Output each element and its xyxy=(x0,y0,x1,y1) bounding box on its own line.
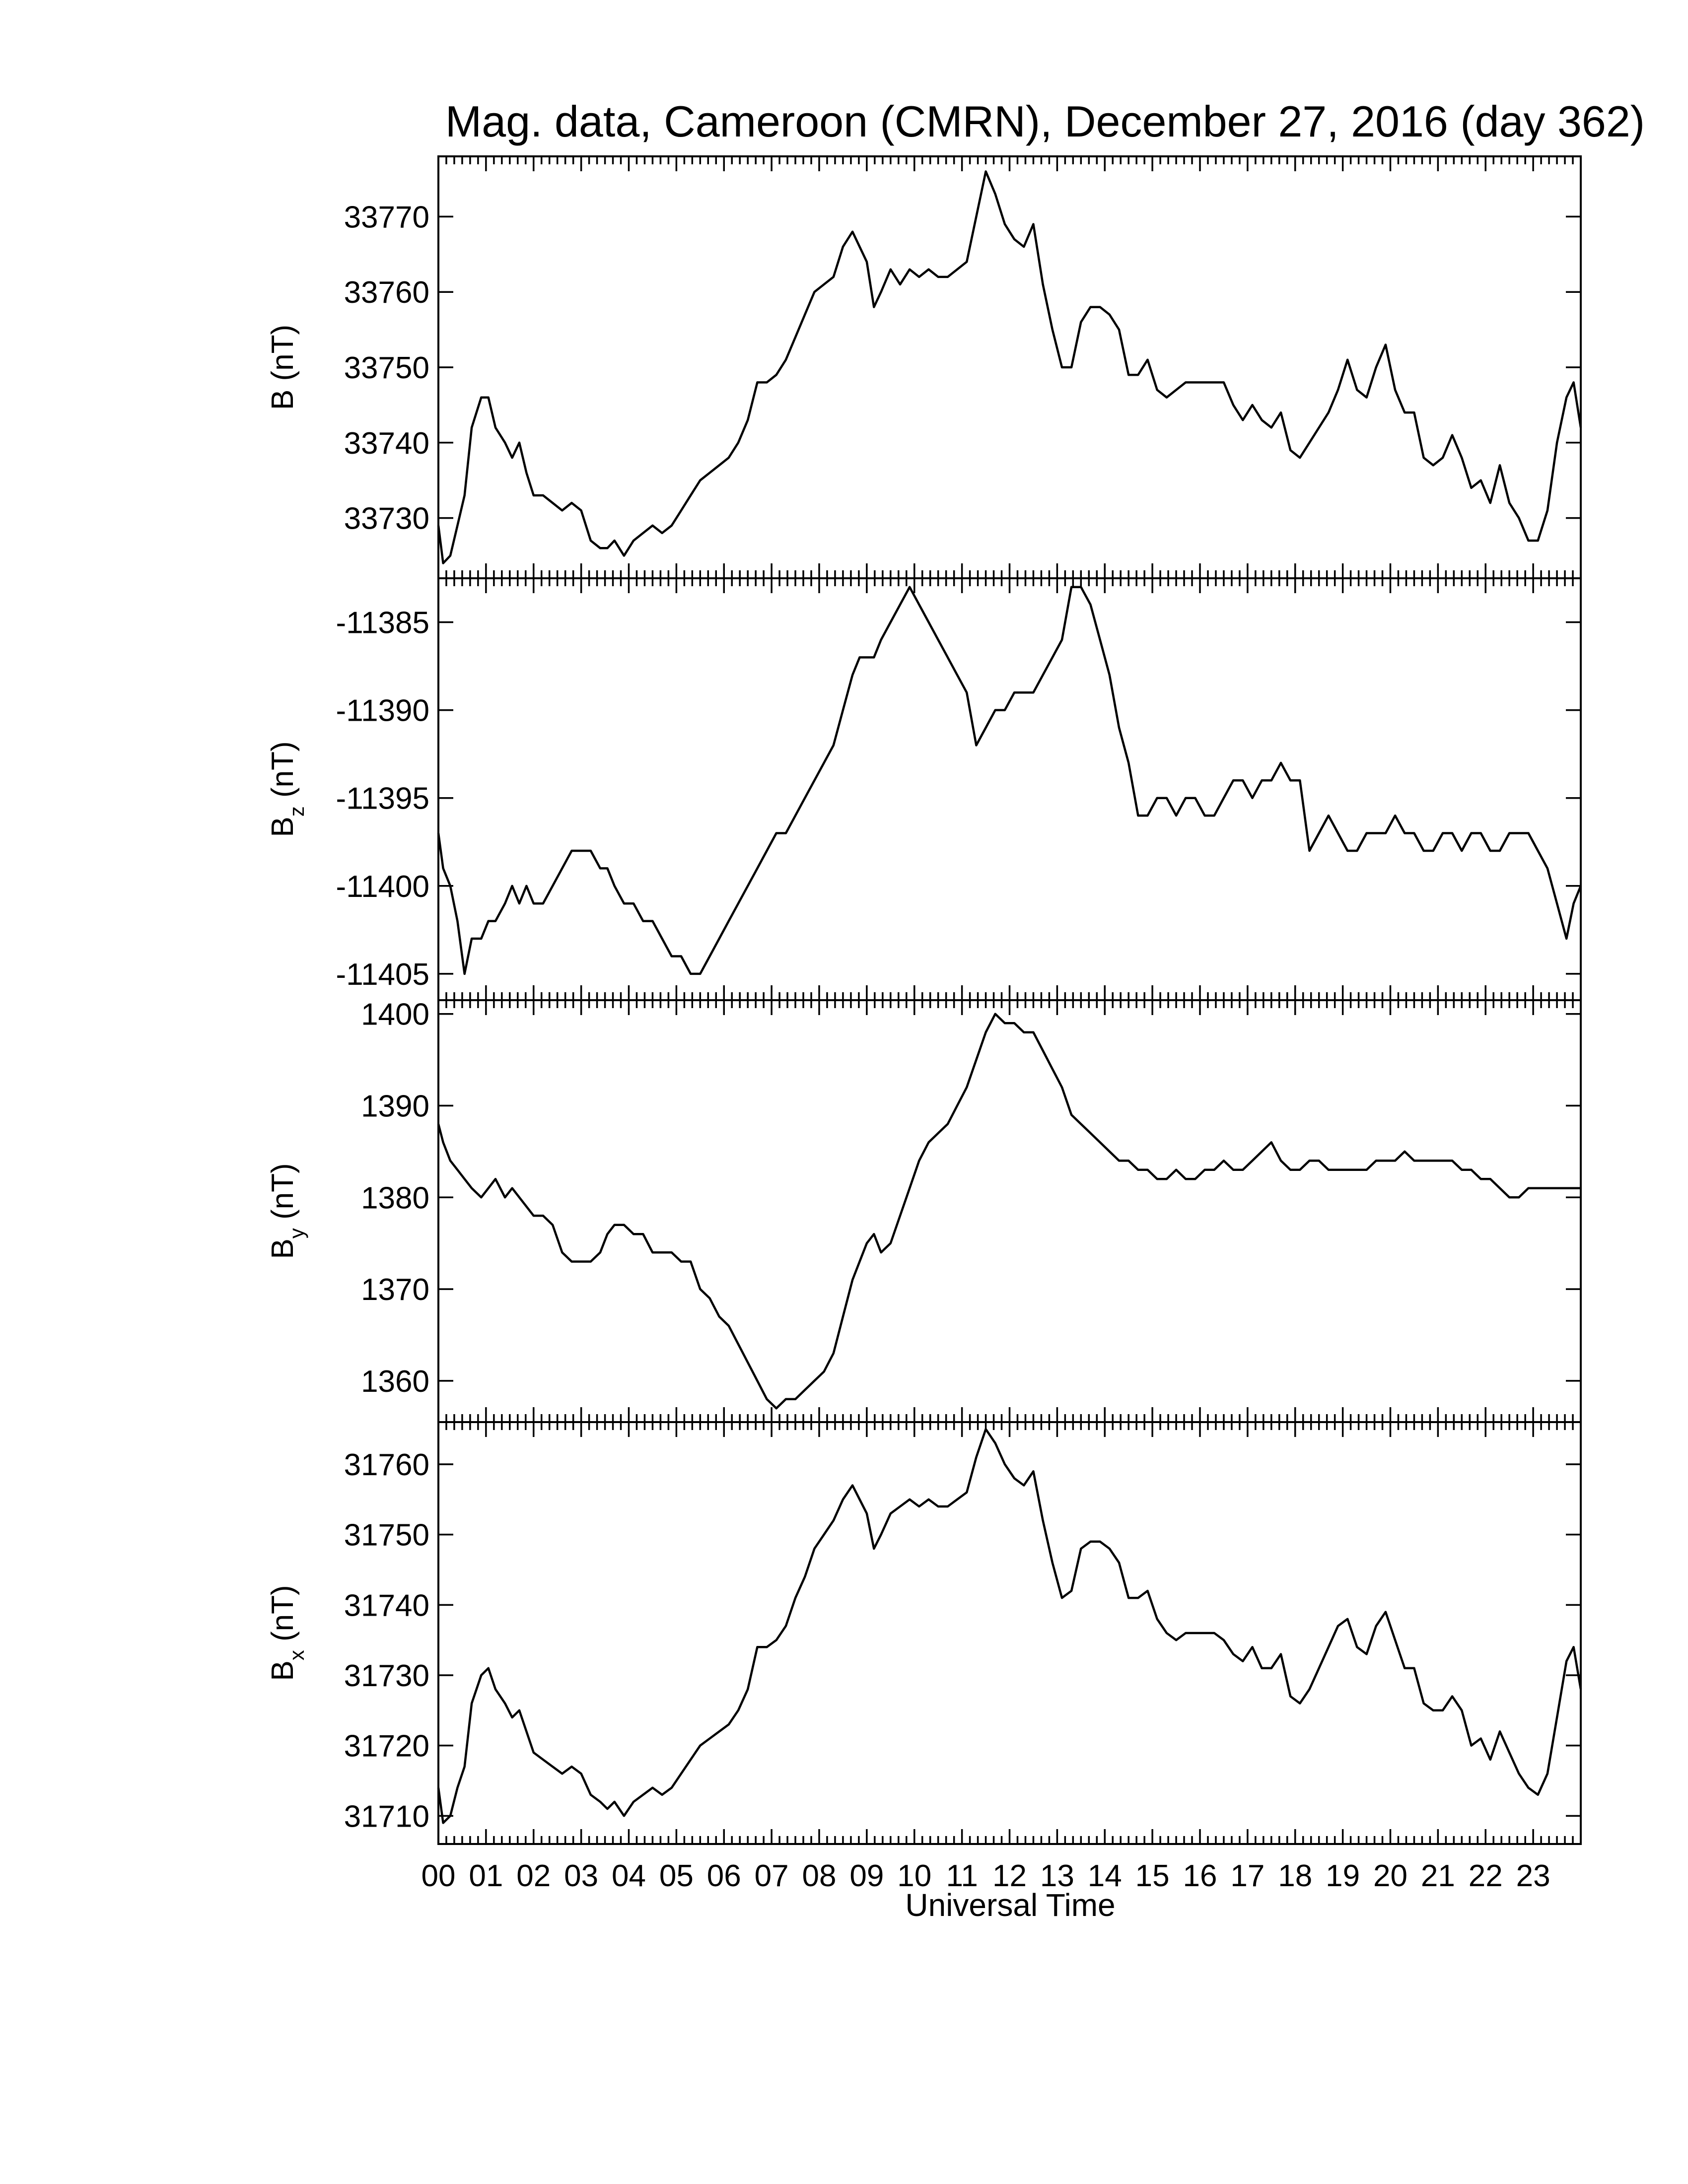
x-tick-label: 02 xyxy=(516,1859,551,1893)
panel-Bx: 31710 31720 31730 31740 31750 31760 Bx (nT) xyxy=(266,1421,1582,1845)
x-tick-label: 09 xyxy=(849,1859,884,1893)
x-tick-label: 16 xyxy=(1183,1859,1217,1893)
y-tick-label: 1400 xyxy=(361,998,429,1032)
y-tick-label: 31710 xyxy=(344,1799,429,1834)
panel-frame xyxy=(437,1421,1582,1845)
x-tick-label: 17 xyxy=(1230,1859,1265,1893)
panel-By: 1360 1370 1380 1390 1400 By (nT) xyxy=(266,998,1582,1423)
x-tick-labels: 00 01 02 03 04 05 06 07 08 09 10 11 12 13 14 15 16 17 18 19… xyxy=(422,1859,1550,1893)
x-tick-label: 11 xyxy=(946,1859,978,1893)
panel-frame xyxy=(437,999,1582,1423)
panel-frame xyxy=(437,577,1582,1001)
x-tick-label: 15 xyxy=(1135,1859,1170,1893)
y-tick-label: 33740 xyxy=(344,426,429,461)
panel-frame xyxy=(437,155,1582,579)
series-line-By xyxy=(437,1013,1581,1410)
y-tick-label: 31740 xyxy=(344,1588,429,1623)
y-tick-label: -11385 xyxy=(336,606,429,640)
x-tick-label: 07 xyxy=(755,1859,789,1893)
x-tick-label: 06 xyxy=(707,1859,741,1893)
y-tick-label: 33760 xyxy=(344,275,429,310)
y-tick-label: 1380 xyxy=(361,1181,429,1215)
x-tick-label: 14 xyxy=(1088,1859,1122,1893)
y-axis-label: B (nT) xyxy=(266,325,300,410)
y-tick-label: 1360 xyxy=(361,1365,429,1399)
y-tick-label: 31720 xyxy=(344,1729,429,1764)
x-tick-label: 12 xyxy=(992,1859,1027,1893)
y-axis-label: Bx (nT) xyxy=(266,1585,308,1681)
y-tick-label: 1370 xyxy=(361,1273,429,1307)
x-tick-label: 21 xyxy=(1421,1859,1455,1893)
x-tick-label: 01 xyxy=(469,1859,503,1893)
x-tick-label: 19 xyxy=(1326,1859,1360,1893)
y-tick-label: -11405 xyxy=(336,957,429,992)
y-tick-label: -11395 xyxy=(336,782,429,816)
y-tick-label: 33750 xyxy=(344,351,429,385)
y-tick-label: 31750 xyxy=(344,1518,429,1553)
y-axis-label: By (nT) xyxy=(266,1163,308,1259)
x-tick-label: 10 xyxy=(897,1859,931,1893)
x-tick-label: 08 xyxy=(802,1859,837,1893)
y-tick-label: 31730 xyxy=(344,1659,429,1693)
panel-B: 33730 33740 33750 33760 33770 B (nT) xyxy=(266,155,1582,579)
y-tick-label: 33770 xyxy=(344,200,429,234)
y-tick-label: 31760 xyxy=(344,1448,429,1482)
y-tick-label: -11400 xyxy=(336,870,429,904)
series-line-Bz xyxy=(437,586,1582,975)
x-tick-label: 23 xyxy=(1516,1859,1550,1893)
x-tick-label: 13 xyxy=(1040,1859,1074,1893)
y-axis-label: Bz (nT) xyxy=(266,741,308,837)
x-tick-label: 20 xyxy=(1373,1859,1407,1893)
x-tick-label: 05 xyxy=(659,1859,694,1893)
panel-Bz: -11385 -11390 -11395 -11400 -11405 Bz (nT) xyxy=(266,577,1582,1001)
x-axis-label: Universal Time xyxy=(905,1887,1115,1923)
y-tick-label: -11390 xyxy=(336,694,429,728)
x-tick-label: 22 xyxy=(1469,1859,1503,1893)
x-tick-label: 04 xyxy=(612,1859,646,1893)
x-tick-label: 18 xyxy=(1278,1859,1312,1893)
y-tick-label: 1390 xyxy=(361,1090,429,1124)
y-tick-label: 33730 xyxy=(344,502,429,536)
series-line-B xyxy=(437,170,1582,564)
series-line-Bx xyxy=(437,1428,1582,1824)
x-tick-label: 03 xyxy=(564,1859,598,1893)
chart-title: Mag. data, Cameroon (CMRN), December 27,… xyxy=(445,97,1645,146)
x-tick-label: 00 xyxy=(422,1859,456,1893)
